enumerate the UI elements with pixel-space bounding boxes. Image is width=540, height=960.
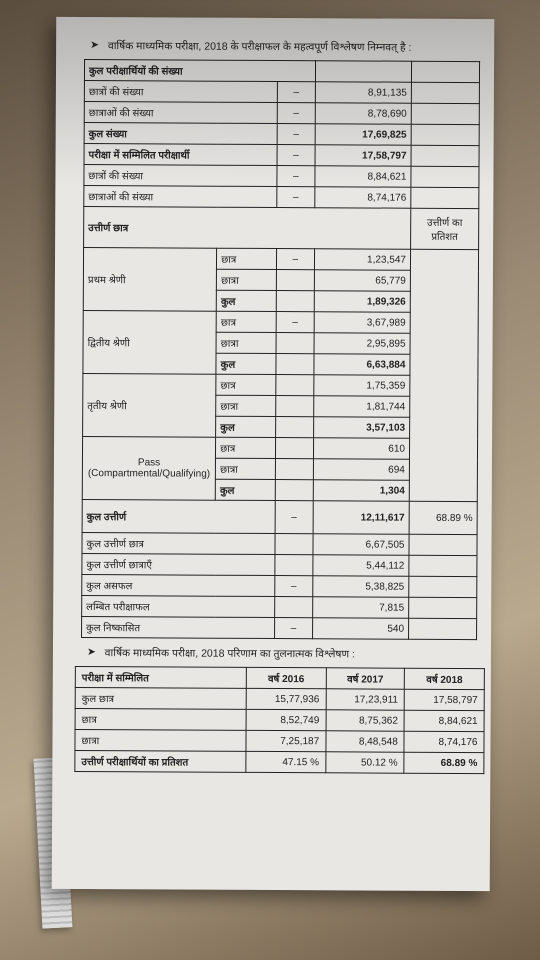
- table-row: परीक्षा में सम्मिलित परीक्षार्थी–17,58,7…: [84, 144, 479, 167]
- document-page: ➤ वार्षिक माध्यमिक परीक्षा, 2018 के परीक…: [52, 17, 495, 891]
- heading-2: ➤ वार्षिक माध्यमिक परीक्षा, 2018 परिणाम …: [87, 646, 477, 662]
- heading-2-text: वार्षिक माध्यमिक परीक्षा, 2018 परिणाम का…: [105, 647, 355, 660]
- table-row: कुल संख्या–17,69,825: [84, 123, 479, 146]
- table-row: कुल असफल–5,38,825: [82, 575, 477, 598]
- section-header: उत्तीर्ण छात्र: [84, 207, 411, 250]
- table-row: प्रथम श्रेणीछात्र–1,23,547: [83, 248, 478, 271]
- main-table: कुल परीक्षार्थियों की संख्या छात्रों की …: [81, 59, 480, 640]
- table-row: कुल निष्कासित–540: [82, 617, 477, 640]
- table-row: कुल उत्तीर्ण–12,11,61768.89 %: [82, 500, 477, 535]
- table-row: छात्र8,52,7498,75,3628,84,621: [75, 708, 484, 731]
- table-row: कुल उत्तीर्ण छात्राएँ5,44,112: [82, 554, 477, 577]
- table-row: छात्रों की संख्या–8,84,621: [84, 165, 479, 188]
- table-row: लम्बित परीक्षाफल7,815: [82, 596, 477, 619]
- table-row: कुल परीक्षार्थियों की संख्या: [84, 60, 479, 83]
- table-row: कुल छात्र15,77,93617,23,91117,58,797: [75, 687, 484, 710]
- table-row: परीक्षा में सम्मिलित वर्ष 2016 वर्ष 2017…: [75, 666, 484, 689]
- table-row: कुल उत्तीर्ण छात्र6,67,505: [82, 533, 477, 556]
- empty-cell: [411, 61, 479, 82]
- table-row: छात्राओं की संख्या–8,74,176: [84, 186, 479, 209]
- heading-1: ➤ वार्षिक माध्यमिक परीक्षा, 2018 के परीक…: [90, 39, 480, 55]
- empty-cell: [315, 61, 411, 83]
- percent-header: उत्तीर्ण का प्रतिशत: [411, 208, 479, 249]
- section-header: कुल परीक्षार्थियों की संख्या: [84, 60, 315, 82]
- bullet-icon: ➤: [87, 646, 96, 658]
- bullet-icon: ➤: [90, 39, 99, 51]
- table-row: छात्राओं की संख्या–8,78,690: [84, 102, 479, 125]
- heading-1-text: वार्षिक माध्यमिक परीक्षा, 2018 के परीक्ष…: [108, 40, 412, 54]
- table-row: उत्तीर्ण छात्र उत्तीर्ण का प्रतिशत: [84, 207, 479, 250]
- table-row: छात्रा7,25,1878,48,5488,74,176: [75, 729, 484, 752]
- table-row: उत्तीर्ण परीक्षार्थियों का प्रतिशत47.15 …: [75, 750, 484, 773]
- table-row: छात्रों की संख्या–8,91,135: [84, 81, 479, 104]
- comparison-table: परीक्षा में सम्मिलित वर्ष 2016 वर्ष 2017…: [74, 666, 485, 774]
